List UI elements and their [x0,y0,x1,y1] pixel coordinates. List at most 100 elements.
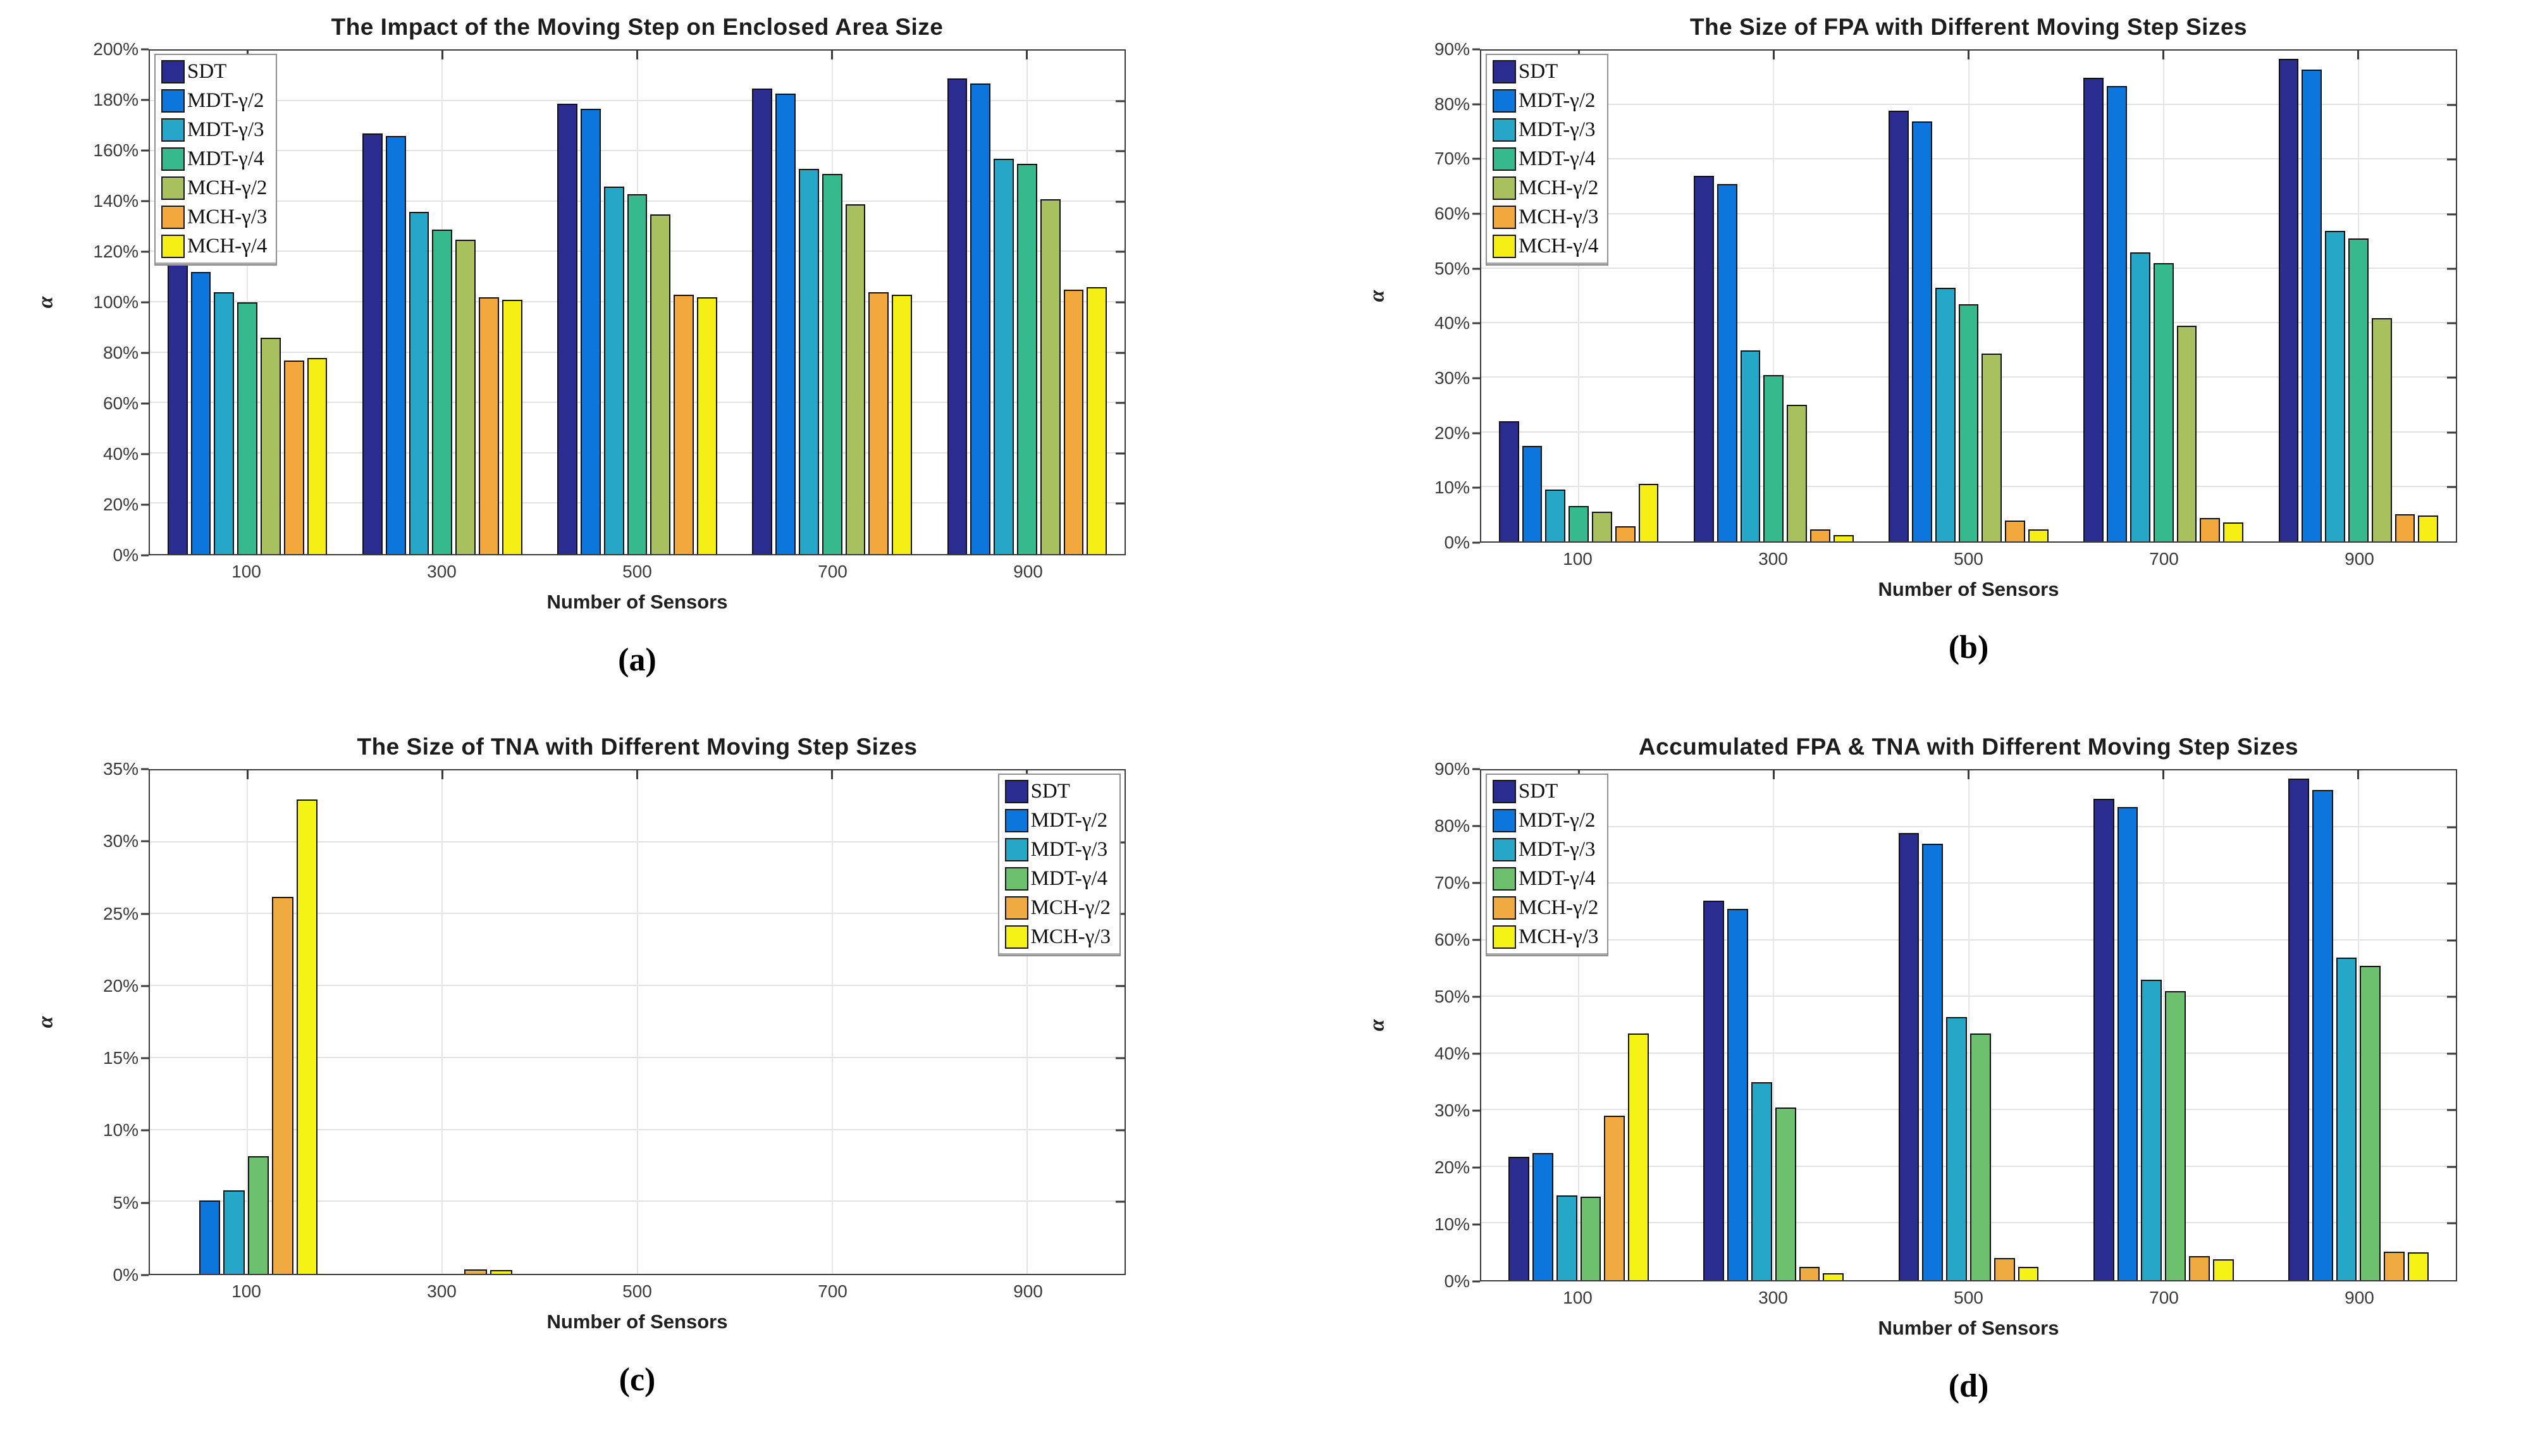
legend-label: SDT [1519,780,1558,803]
legend-swatch-MDT-γ/2 [161,89,185,113]
y-tick-mark [141,402,149,405]
bar-MCH-γ/2-500 [1994,1258,2015,1280]
x-top-tick-mark [2162,770,2165,779]
category-slot [150,770,345,1274]
y-tick-label: 5% [113,1192,139,1212]
y-tick-label: 40% [1434,1044,1470,1063]
category-slot [345,770,539,1274]
legend-swatch-MCH-γ/4 [161,235,185,258]
y-right-tick-mark [2447,1052,2456,1055]
y-tick-mark [141,913,149,915]
x-tick-label: 100 [231,562,261,581]
y-tick-label: 30% [102,831,139,851]
legend-label: MDT-γ/2 [1030,809,1108,832]
legend-entry: MDT-γ/3 [1493,118,1598,142]
y-tick-mark [141,1057,149,1059]
legend-label: MDT-γ/4 [1030,867,1108,890]
category-slot [1871,51,2066,541]
chart-title: The Size of FPA with Different Moving St… [1689,14,2248,40]
x-tick-label: 100 [231,1281,261,1301]
bar-MCH-γ/3-900 [2408,1252,2429,1280]
legend-entry: MCH-γ/2 [1493,176,1598,200]
legend-entry: MCH-γ/3 [161,206,267,229]
y-tick-label: 120% [93,242,139,261]
legend-swatch-MCH-γ/3 [161,206,185,229]
gridline-v [636,770,638,1274]
y-tick-label: 50% [1434,987,1470,1006]
bar-MDT-γ/4-700 [822,174,842,554]
legend-label: MDT-γ/4 [1519,147,1596,170]
y-tick-mark [1472,432,1480,435]
legend-swatch-MDT-γ/2 [1493,89,1516,113]
legend-label: MCH-γ/3 [1030,925,1111,948]
bar-MDT-γ/2-500 [1911,121,1932,541]
bar-MDT-γ/3-300 [409,211,429,554]
x-axis: 100 300 500 700 900 [1480,1281,2457,1314]
bar-MCH-γ/4-700 [2223,522,2244,541]
y-tick-label: 10% [1434,1214,1470,1234]
legend-swatch-MCH-γ/3 [1004,925,1028,949]
bar-MDT-γ/2-700 [2117,807,2138,1280]
x-tick-label: 500 [1954,549,1983,569]
y-tick-label: 70% [1434,873,1470,892]
legend-entry: MDT-γ/3 [161,118,267,142]
legend-entry: SDT [1493,60,1598,83]
y-axis-label: α [34,296,58,309]
y-right-tick-mark [1116,1200,1125,1203]
legend-swatch-MDT-γ/3 [1493,838,1516,861]
bar-MCH-γ/4-100 [1638,484,1659,541]
bar-SDT-700 [752,88,773,554]
y-right-tick-mark [2447,939,2456,942]
y-tick-label: 10% [1434,478,1470,498]
x-tick-label: 300 [427,1281,457,1301]
bar-MCH-γ/3-100 [283,360,304,554]
bar-group [177,770,318,1274]
bar-group [1889,51,2049,541]
bar-MDT-γ/4-900 [1016,164,1037,554]
panel-caption: (a) [618,642,656,678]
y-right-tick-mark [1116,352,1125,354]
gridline-v [1968,51,1969,541]
bar-MDT-γ/2-100 [1532,1152,1553,1280]
y-right-tick-mark [2447,486,2456,488]
bar-MDT-γ/3-500 [603,186,624,554]
gridline-v [1026,770,1028,1274]
legend-label: MCH-γ/2 [1519,896,1599,919]
category-slot [2261,51,2456,541]
bar-SDT-900 [947,78,968,554]
y-right-tick-mark [2447,1222,2456,1225]
legend-label: MCH-γ/2 [187,176,268,199]
legend-entry: MDT-γ/4 [161,147,267,171]
y-axis-label: α [1365,1019,1389,1032]
legend-swatch-MDT-γ/3 [161,118,185,142]
x-tick-label: 300 [427,562,457,581]
bar-MDT-γ/4-500 [1969,1033,1991,1280]
legend-label: MDT-γ/3 [1030,838,1108,861]
x-tick-label: 500 [622,562,652,581]
category-slot [539,770,734,1274]
y-tick-label: 80% [1434,94,1470,114]
legend-swatch-MDT-γ/4 [1493,867,1516,891]
legend-label: MDT-γ/2 [1519,89,1596,112]
y-tick-mark [141,1274,149,1276]
y-tick-mark [1472,825,1480,827]
legend-label: MDT-γ/3 [187,118,264,141]
legend-entry: MDT-γ/3 [1493,838,1598,861]
legend-swatch-MCH-γ/2 [161,176,185,200]
bar-MDT-γ/2-100 [1522,446,1543,541]
gridline-v [2162,770,2164,1280]
legend: SDT MDT-γ/2 MDT-γ/3 MDT-γ/4 MCH-γ/2 MCH-γ/3 [1486,774,1609,956]
bar-MCH-γ/4-500 [2028,529,2049,541]
x-top-tick-mark [831,51,834,59]
bar-MCH-γ/4-500 [697,297,717,554]
bar-group [2083,51,2244,541]
y-tick-label: 80% [1434,816,1470,836]
category-slot [150,51,345,554]
bar-MDT-γ/4-100 [1580,1197,1601,1280]
legend-label: MDT-γ/3 [1519,118,1596,141]
bar-MCH-γ/2-100 [260,337,281,554]
x-top-tick-mark [1772,51,1775,59]
bar-MDT-γ/2-300 [385,136,406,554]
legend-label: MDT-γ/2 [187,89,264,112]
y-axis-label: α [34,1016,58,1028]
